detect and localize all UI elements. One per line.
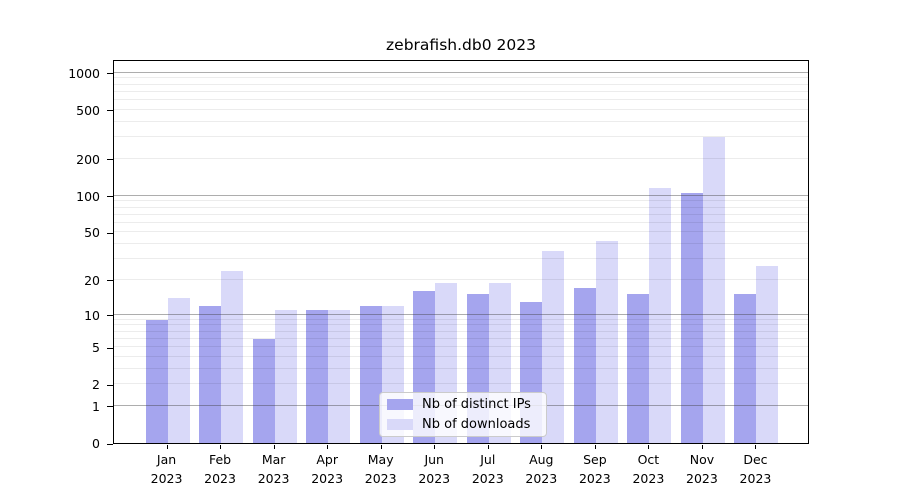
- y-tick-mark-5: [107, 347, 113, 349]
- bar-downloads-apr: [328, 309, 351, 443]
- bar-downloads-jan: [167, 297, 190, 443]
- x-tick-label-oct: Oct 2023: [632, 452, 665, 486]
- chart-title: zebrafish.db0 2023: [386, 36, 536, 54]
- y-tick-mark-2: [107, 384, 113, 386]
- x-tick-mark-aug: [541, 445, 543, 449]
- x-tick-label-sep: Sep 2023: [578, 452, 611, 486]
- bar-distinct-ips-jan: [145, 319, 168, 443]
- y-tick-label-0: 0: [92, 436, 100, 451]
- bar-downloads-aug: [542, 251, 565, 443]
- x-tick-label-dec: Dec 2023: [739, 452, 772, 486]
- legend-swatch-downloads: [387, 419, 413, 430]
- x-tick-label-mar: Mar 2023: [257, 452, 290, 486]
- bar-distinct-ips-nov: [680, 192, 703, 443]
- y-tick-mark-1000: [107, 73, 113, 75]
- x-tick-label-apr: Apr 2023: [311, 452, 344, 486]
- bar-distinct-ips-oct: [627, 294, 650, 443]
- bar-distinct-ips-apr: [306, 309, 329, 443]
- x-tick-mark-nov: [701, 445, 703, 449]
- y-tick-mark-500: [107, 110, 113, 112]
- x-tick-label-jul: Jul 2023: [471, 452, 504, 486]
- bar-downloads-nov: [702, 137, 725, 443]
- y-tick-label-1: 1: [92, 398, 100, 414]
- x-tick-mark-jul: [487, 445, 489, 449]
- x-tick-mark-mar: [273, 445, 275, 449]
- bar-downloads-feb: [221, 270, 244, 443]
- legend-entry-downloads: Nb of downloads: [387, 417, 546, 432]
- x-tick-mark-may: [380, 445, 382, 449]
- y-tick-mark-0: [107, 443, 113, 445]
- plot-area: [113, 60, 809, 444]
- x-tick-label-jan: Jan 2023: [150, 452, 183, 486]
- legend-entry-distinct-ips: Nb of distinct IPs: [387, 397, 546, 412]
- y-tick-mark-20: [107, 280, 113, 282]
- x-tick-mark-sep: [594, 445, 596, 449]
- x-tick-mark-feb: [220, 445, 222, 449]
- x-tick-label-feb: Feb 2023: [204, 452, 236, 486]
- y-tick-mark-1: [107, 406, 113, 408]
- y-tick-mark-100: [107, 196, 113, 198]
- bar-distinct-ips-dec: [734, 294, 757, 443]
- x-tick-label-may: May 2023: [364, 452, 397, 486]
- y-tick-label-5: 5: [92, 340, 100, 355]
- bar-downloads-dec: [756, 266, 779, 443]
- bar-distinct-ips-mar: [252, 338, 275, 443]
- y-tick-label-2: 2: [92, 377, 100, 393]
- legend-swatch-distinct-ips: [387, 399, 413, 410]
- x-tick-label-nov: Nov 2023: [686, 452, 718, 486]
- y-tick-mark-10: [107, 315, 113, 317]
- bar-downloads-sep: [595, 241, 618, 443]
- y-tick-label-1000: 1000: [68, 65, 100, 81]
- legend-label-distinct-ips: Nb of distinct IPs: [422, 397, 531, 412]
- y-tick-label-100: 100: [76, 188, 100, 204]
- y-tick-mark-50: [107, 232, 113, 234]
- legend: Nb of distinct IPs Nb of downloads: [379, 392, 547, 437]
- x-tick-mark-jun: [434, 445, 436, 449]
- y-tick-label-50: 50: [84, 225, 100, 241]
- y-tick-label-200: 200: [76, 151, 100, 167]
- bars-layer: [114, 61, 808, 443]
- y-tick-mark-200: [107, 159, 113, 161]
- x-tick-mark-jan: [166, 445, 168, 449]
- legend-label-downloads: Nb of downloads: [422, 417, 531, 432]
- y-tick-label-10: 10: [84, 307, 100, 323]
- bar-distinct-ips-feb: [199, 305, 222, 443]
- bar-distinct-ips-sep: [573, 288, 596, 443]
- bar-downloads-mar: [274, 309, 297, 443]
- x-tick-mark-dec: [755, 445, 757, 449]
- x-tick-mark-apr: [327, 445, 329, 449]
- bar-downloads-oct: [649, 188, 672, 443]
- x-tick-label-aug: Aug 2023: [525, 452, 558, 486]
- bar-distinct-ips-may: [359, 305, 382, 443]
- x-tick-mark-oct: [648, 445, 650, 449]
- y-tick-label-500: 500: [76, 102, 100, 118]
- y-tick-label-20: 20: [84, 272, 100, 288]
- x-tick-label-jun: Jun 2023: [418, 452, 451, 486]
